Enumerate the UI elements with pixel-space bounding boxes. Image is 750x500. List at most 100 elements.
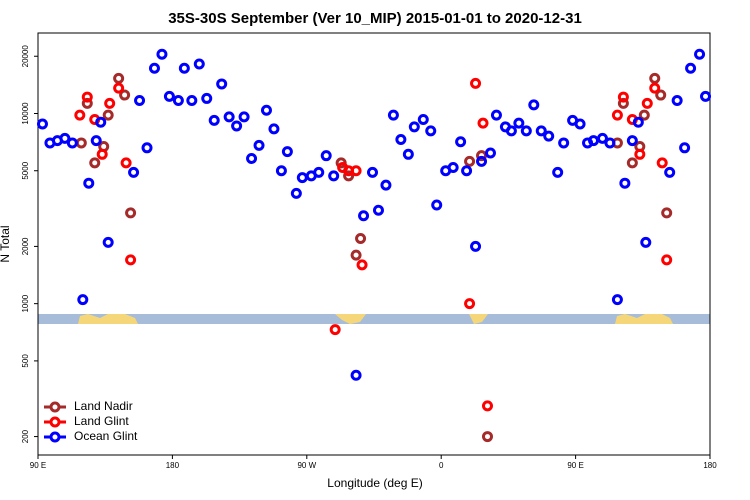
point: [604, 137, 616, 149]
point: [470, 240, 482, 252]
point: [96, 148, 108, 160]
point: [490, 109, 502, 121]
point: [484, 147, 496, 159]
point: [671, 95, 683, 107]
point: [350, 249, 362, 261]
point: [238, 111, 250, 123]
point: [89, 157, 101, 169]
point: [66, 137, 78, 149]
point: [505, 125, 517, 137]
y-tick-label: 20000: [21, 45, 30, 68]
point: [141, 142, 153, 154]
y-tick-label: 2000: [21, 237, 30, 255]
point: [343, 170, 355, 182]
point: [134, 95, 146, 107]
point: [356, 259, 368, 271]
point: [367, 166, 379, 178]
point: [201, 92, 213, 104]
point: [320, 150, 332, 162]
point: [125, 254, 137, 266]
point: [634, 148, 646, 160]
point: [632, 116, 644, 128]
y-tick-label: 10000: [21, 102, 30, 125]
point: [700, 90, 712, 102]
legend-label: Land Nadir: [74, 399, 133, 413]
point: [661, 207, 673, 219]
point: [476, 150, 488, 162]
point: [626, 135, 638, 147]
point: [617, 91, 629, 103]
point: [172, 95, 184, 107]
ocean-strip: [38, 314, 710, 324]
point: [113, 82, 125, 94]
point: [36, 118, 48, 130]
point: [104, 97, 116, 109]
point: [178, 62, 190, 74]
point: [372, 204, 384, 216]
point: [417, 113, 429, 125]
chart-title: 35S-30S September (Ver 10_MIP) 2015-01-0…: [168, 10, 582, 27]
point: [402, 148, 414, 160]
point: [535, 125, 547, 137]
point: [313, 166, 325, 178]
legend-label: Ocean Glint: [74, 429, 138, 443]
point: [83, 177, 95, 189]
point: [355, 233, 367, 245]
point: [95, 116, 107, 128]
point: [90, 135, 102, 147]
land-shape: [78, 314, 138, 324]
point: [328, 170, 340, 182]
point: [481, 431, 493, 443]
point: [596, 132, 608, 144]
point: [216, 78, 228, 90]
point: [477, 117, 489, 129]
point: [528, 99, 540, 111]
point: [611, 109, 623, 121]
point: [350, 369, 362, 381]
point: [81, 91, 93, 103]
x-axis-label: Longitude (deg E): [327, 476, 422, 490]
point: [120, 157, 132, 169]
x-tick-label: 180: [703, 461, 717, 470]
point: [656, 157, 668, 169]
point: [186, 95, 198, 107]
x-tick-label: 90 W: [297, 461, 316, 470]
point: [268, 123, 280, 135]
legend-swatch: [49, 416, 61, 428]
point: [425, 125, 437, 137]
point: [246, 152, 258, 164]
y-tick-label: 5000: [21, 161, 30, 179]
x-tick-label: 90 E: [567, 461, 583, 470]
x-tick-label: 180: [166, 461, 180, 470]
point: [649, 82, 661, 94]
point: [464, 298, 476, 310]
point: [128, 166, 140, 178]
point: [640, 236, 652, 248]
point: [329, 324, 341, 336]
point: [380, 179, 392, 191]
point: [408, 121, 420, 133]
point: [638, 109, 650, 121]
point: [664, 166, 676, 178]
point: [102, 109, 114, 121]
point: [694, 48, 706, 60]
y-tick-label: 200: [21, 429, 30, 443]
legend-swatch: [49, 431, 61, 443]
point: [113, 72, 125, 84]
point: [574, 118, 586, 130]
point: [611, 294, 623, 306]
point: [281, 146, 293, 158]
point: [119, 89, 131, 101]
point: [260, 104, 272, 116]
land-shape: [469, 314, 488, 324]
point: [626, 157, 638, 169]
point: [59, 132, 71, 144]
point: [102, 236, 114, 248]
point: [148, 62, 160, 74]
point: [685, 62, 697, 74]
point: [552, 166, 564, 178]
point: [661, 254, 673, 266]
point: [617, 97, 629, 109]
point: [290, 187, 302, 199]
